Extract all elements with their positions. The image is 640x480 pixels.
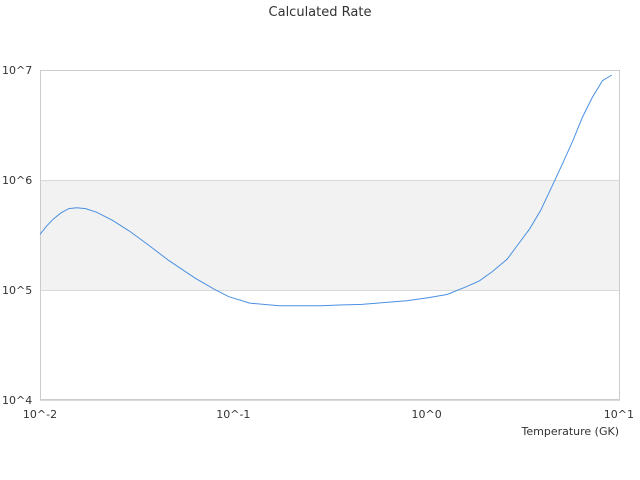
plot-band	[40, 180, 620, 290]
x-tick-labels: 10^-2 10^-1 10^0 10^1	[23, 408, 634, 421]
x-tick-label: 10^-1	[216, 408, 250, 421]
y-tick-labels: 10^4 10^5 10^6 10^7	[2, 64, 32, 407]
x-tick-label: 10^0	[412, 408, 442, 421]
y-tick-label: 10^6	[2, 174, 32, 187]
y-tick-label: 10^5	[2, 284, 32, 297]
y-tick-label: 10^4	[2, 394, 32, 407]
chart-title: Calculated Rate	[269, 5, 372, 20]
x-tick-label: 10^-2	[23, 408, 57, 421]
x-tick-label: 10^1	[604, 408, 634, 421]
x-axis-title: Temperature (GK)	[521, 425, 620, 438]
y-tick-label: 10^7	[2, 64, 32, 77]
plot-frame	[40, 70, 620, 400]
rate-series-line	[39, 74, 613, 307]
